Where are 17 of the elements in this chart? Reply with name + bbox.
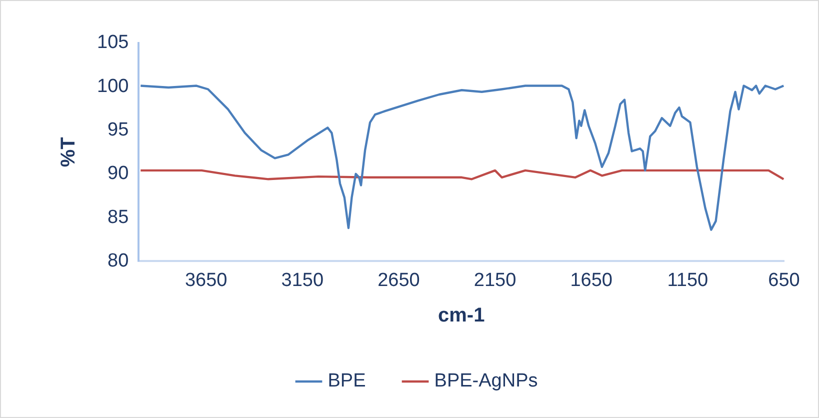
y-tick-label: 80: [108, 250, 129, 272]
y-tick-label: 90: [108, 163, 129, 184]
x-tick-label: 650: [768, 270, 800, 291]
x-axis-title: cm-1: [438, 304, 485, 327]
x-tick-label: 1150: [667, 270, 708, 291]
y-axis-title: %T: [58, 137, 80, 168]
x-tick-label: 2650: [378, 270, 420, 291]
y-tick-label: 95: [108, 120, 129, 141]
y-tick-label: 85: [108, 206, 129, 228]
x-tick-label: 2150: [474, 270, 516, 291]
legend-label: BPE-AgNPs: [434, 370, 538, 392]
legend-label: BPE: [328, 370, 366, 392]
x-tick-label: 3150: [281, 270, 324, 291]
x-tick-label: 3650: [184, 270, 228, 291]
y-tick-label: 105: [97, 32, 129, 54]
x-tick-label: 1650: [570, 270, 613, 291]
y-tick-label: 100: [97, 76, 129, 97]
